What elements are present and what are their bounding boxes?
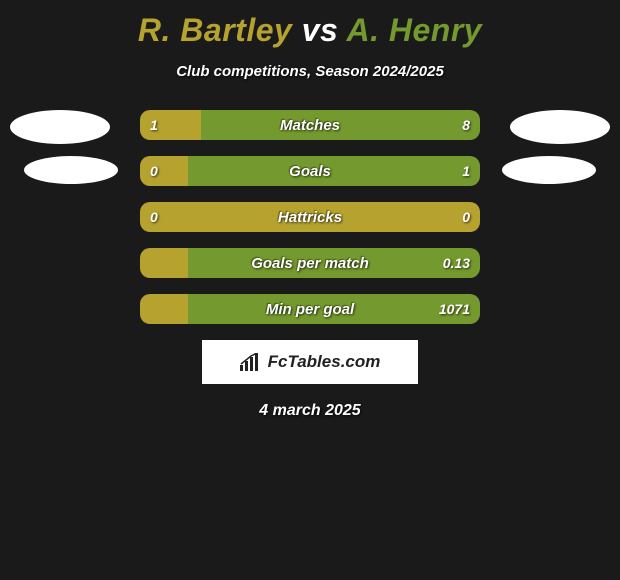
stat-seg-right: [188, 294, 480, 324]
brand-chart-icon: [240, 353, 262, 371]
vs-text: vs: [302, 12, 339, 48]
page-title: R. Bartley vs A. Henry: [0, 0, 620, 49]
date-text: 4 march 2025: [10, 402, 610, 420]
brand-badge: FcTables.com: [202, 340, 418, 384]
stat-seg-left: [140, 156, 188, 186]
stat-seg-left: [140, 202, 480, 232]
subtitle: Club competitions, Season 2024/2025: [0, 63, 620, 80]
stat-row: Goals01: [140, 156, 480, 186]
player1-club-badge: [24, 156, 118, 184]
stat-seg-right: [201, 110, 480, 140]
stat-row: Hattricks00: [140, 202, 480, 232]
stat-seg-left: [140, 294, 188, 324]
stat-seg-left: [140, 110, 201, 140]
stat-seg-left: [140, 248, 188, 278]
player2-badge: [510, 110, 610, 144]
player1-badge: [10, 110, 110, 144]
stat-seg-right: [188, 248, 480, 278]
player2-club-badge: [502, 156, 596, 184]
brand-text: FcTables.com: [268, 352, 381, 372]
stat-row: Min per goal1071: [140, 294, 480, 324]
player2-name: A. Henry: [346, 12, 482, 48]
comparison-panel: Matches18 Goals01 Hattricks00 Goals per mat…: [0, 110, 620, 420]
player1-name: R. Bartley: [138, 12, 292, 48]
stat-row: Matches18: [140, 110, 480, 140]
stat-seg-right: [188, 156, 480, 186]
stat-row: Goals per match0.13: [140, 248, 480, 278]
stat-bars: Matches18 Goals01 Hattricks00 Goals per mat…: [140, 110, 480, 324]
